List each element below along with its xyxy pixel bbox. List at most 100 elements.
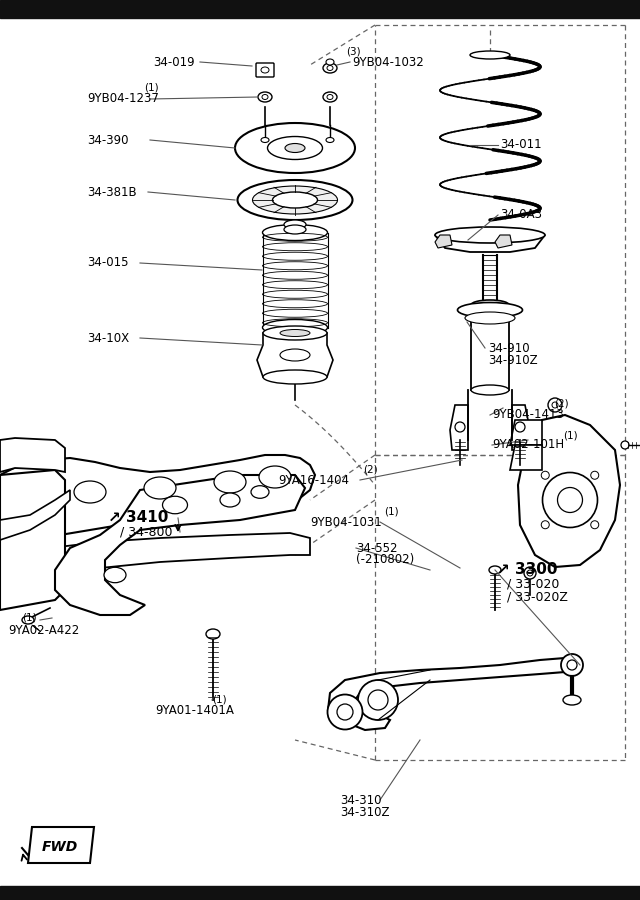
Polygon shape bbox=[0, 470, 65, 610]
Ellipse shape bbox=[515, 422, 525, 432]
Text: (1): (1) bbox=[22, 613, 36, 623]
Ellipse shape bbox=[268, 137, 323, 159]
Text: 34-552: 34-552 bbox=[356, 542, 397, 554]
Text: (1): (1) bbox=[212, 695, 227, 705]
Ellipse shape bbox=[471, 385, 509, 395]
Ellipse shape bbox=[220, 493, 240, 507]
Text: FWD: FWD bbox=[42, 840, 78, 854]
Ellipse shape bbox=[489, 566, 501, 574]
Polygon shape bbox=[512, 405, 530, 450]
Ellipse shape bbox=[567, 660, 577, 670]
Ellipse shape bbox=[280, 349, 310, 361]
Text: 9YA01-1401A: 9YA01-1401A bbox=[155, 705, 234, 717]
Ellipse shape bbox=[262, 320, 328, 336]
FancyBboxPatch shape bbox=[256, 63, 274, 77]
Ellipse shape bbox=[326, 59, 334, 65]
Text: 9YB04-1413: 9YB04-1413 bbox=[492, 409, 564, 421]
Text: 34-011: 34-011 bbox=[500, 139, 541, 151]
Polygon shape bbox=[450, 405, 468, 450]
Ellipse shape bbox=[552, 402, 558, 408]
Polygon shape bbox=[495, 235, 512, 248]
Ellipse shape bbox=[541, 521, 549, 528]
Ellipse shape bbox=[261, 67, 269, 73]
Ellipse shape bbox=[326, 138, 334, 142]
Polygon shape bbox=[435, 235, 545, 252]
Ellipse shape bbox=[262, 224, 328, 240]
Polygon shape bbox=[328, 658, 575, 730]
Polygon shape bbox=[50, 533, 310, 574]
Ellipse shape bbox=[253, 186, 337, 214]
Ellipse shape bbox=[435, 227, 545, 243]
Ellipse shape bbox=[323, 63, 337, 73]
Text: 34-910: 34-910 bbox=[488, 341, 530, 355]
Ellipse shape bbox=[261, 138, 269, 142]
Ellipse shape bbox=[280, 329, 310, 337]
Polygon shape bbox=[0, 455, 315, 548]
Ellipse shape bbox=[144, 477, 176, 499]
Bar bbox=[0, 886, 640, 900]
Ellipse shape bbox=[527, 570, 533, 576]
Text: 9YB04-1031: 9YB04-1031 bbox=[310, 516, 381, 528]
Text: ↗ 3300: ↗ 3300 bbox=[497, 562, 557, 578]
Ellipse shape bbox=[235, 123, 355, 173]
Ellipse shape bbox=[214, 471, 246, 493]
Ellipse shape bbox=[263, 326, 327, 340]
Text: (1): (1) bbox=[384, 507, 399, 517]
Ellipse shape bbox=[327, 94, 333, 100]
Text: 34-910Z: 34-910Z bbox=[488, 354, 538, 366]
Ellipse shape bbox=[285, 143, 305, 152]
Ellipse shape bbox=[548, 398, 562, 412]
Ellipse shape bbox=[368, 690, 388, 710]
Text: 34-381B: 34-381B bbox=[87, 185, 136, 199]
Text: (2): (2) bbox=[363, 465, 378, 475]
Ellipse shape bbox=[327, 66, 333, 70]
Ellipse shape bbox=[284, 225, 306, 234]
Ellipse shape bbox=[561, 654, 583, 676]
Ellipse shape bbox=[262, 94, 268, 100]
Ellipse shape bbox=[471, 300, 509, 310]
Ellipse shape bbox=[258, 92, 272, 102]
Ellipse shape bbox=[563, 695, 581, 705]
Ellipse shape bbox=[22, 616, 34, 624]
Text: / 34-800: / 34-800 bbox=[120, 526, 173, 538]
Text: (1): (1) bbox=[563, 430, 578, 440]
Text: / 33-020Z: / 33-020Z bbox=[507, 590, 568, 604]
Ellipse shape bbox=[524, 567, 536, 579]
Text: / 33-020: / 33-020 bbox=[507, 578, 559, 590]
Polygon shape bbox=[0, 438, 65, 472]
Text: 9YB04-1032: 9YB04-1032 bbox=[352, 56, 424, 68]
Ellipse shape bbox=[206, 629, 220, 639]
Ellipse shape bbox=[458, 302, 522, 318]
Text: (3): (3) bbox=[346, 47, 360, 57]
Text: 34-015: 34-015 bbox=[87, 256, 129, 269]
Text: 9YA16-1404: 9YA16-1404 bbox=[278, 473, 349, 487]
Text: 9YB04-1237: 9YB04-1237 bbox=[87, 93, 159, 105]
Ellipse shape bbox=[74, 481, 106, 503]
Polygon shape bbox=[28, 827, 94, 863]
Text: 34-310: 34-310 bbox=[340, 794, 381, 806]
Bar bbox=[471, 305, 509, 390]
Ellipse shape bbox=[591, 472, 599, 480]
Ellipse shape bbox=[358, 680, 398, 720]
Ellipse shape bbox=[323, 92, 337, 102]
Ellipse shape bbox=[541, 472, 549, 480]
Ellipse shape bbox=[104, 567, 126, 582]
Bar bbox=[0, 0, 640, 18]
Ellipse shape bbox=[284, 220, 306, 229]
Text: (-210802): (-210802) bbox=[356, 554, 414, 566]
Text: 34-0A3: 34-0A3 bbox=[500, 209, 542, 221]
Text: 9YA02-A422: 9YA02-A422 bbox=[8, 624, 79, 636]
Text: ↗ 3410: ↗ 3410 bbox=[108, 510, 168, 526]
Polygon shape bbox=[55, 475, 305, 615]
Text: 34-310Z: 34-310Z bbox=[340, 806, 390, 818]
Text: 9YA02-101H: 9YA02-101H bbox=[492, 438, 564, 452]
Ellipse shape bbox=[470, 51, 510, 59]
Ellipse shape bbox=[557, 488, 582, 512]
Ellipse shape bbox=[337, 704, 353, 720]
Ellipse shape bbox=[621, 441, 629, 449]
Ellipse shape bbox=[273, 192, 317, 208]
Ellipse shape bbox=[263, 370, 327, 384]
Polygon shape bbox=[518, 415, 620, 567]
Ellipse shape bbox=[455, 422, 465, 432]
Ellipse shape bbox=[465, 312, 515, 324]
